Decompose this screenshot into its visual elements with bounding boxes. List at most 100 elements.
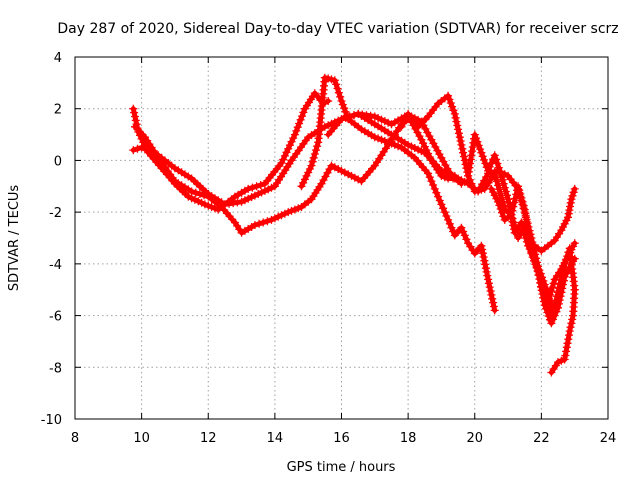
marker bbox=[374, 134, 383, 143]
marker bbox=[547, 287, 556, 295]
marker bbox=[234, 190, 243, 199]
data-point bbox=[437, 171, 446, 180]
marker bbox=[539, 281, 548, 290]
marker bbox=[488, 294, 497, 303]
marker bbox=[323, 168, 332, 177]
marker bbox=[285, 141, 294, 150]
x-tick-label: 24 bbox=[600, 431, 617, 446]
marker bbox=[296, 115, 305, 124]
marker bbox=[495, 201, 504, 210]
marker bbox=[509, 218, 518, 227]
marker bbox=[425, 153, 434, 161]
data-point bbox=[514, 182, 523, 191]
marker bbox=[345, 112, 354, 121]
marker bbox=[558, 268, 567, 276]
data-point bbox=[464, 171, 473, 180]
data-point bbox=[404, 140, 413, 149]
marker bbox=[340, 168, 349, 177]
marker bbox=[493, 159, 502, 168]
marker bbox=[465, 163, 474, 172]
marker bbox=[455, 133, 464, 142]
marker bbox=[131, 112, 139, 121]
marker bbox=[423, 128, 432, 137]
data-point bbox=[470, 130, 479, 139]
data-point bbox=[337, 97, 346, 105]
data-point bbox=[297, 182, 306, 191]
marker bbox=[562, 347, 571, 356]
data-point bbox=[527, 246, 536, 255]
marker bbox=[510, 222, 519, 231]
marker bbox=[427, 177, 436, 186]
marker bbox=[510, 198, 519, 207]
marker bbox=[445, 168, 454, 177]
marker bbox=[440, 208, 449, 217]
marker bbox=[417, 147, 426, 156]
marker bbox=[459, 148, 468, 157]
data-point bbox=[567, 195, 576, 204]
y-tick-label: -2 bbox=[49, 206, 62, 221]
marker bbox=[445, 219, 454, 228]
data-point bbox=[507, 210, 516, 219]
marker bbox=[553, 292, 562, 301]
marker bbox=[565, 331, 573, 340]
data-point bbox=[444, 91, 453, 100]
marker bbox=[494, 181, 503, 190]
data-point bbox=[317, 179, 326, 188]
data-point bbox=[554, 358, 562, 367]
data-point bbox=[560, 355, 569, 364]
marker bbox=[467, 179, 476, 188]
marker bbox=[518, 197, 527, 206]
marker bbox=[566, 202, 574, 211]
y-tick-label: 0 bbox=[54, 154, 62, 169]
marker bbox=[465, 175, 474, 184]
data-point bbox=[564, 213, 572, 222]
marker bbox=[478, 152, 487, 161]
marker bbox=[431, 143, 440, 151]
x-tick-label: 8 bbox=[71, 431, 79, 446]
y-tick-label: 4 bbox=[54, 51, 62, 66]
y-tick-label: -6 bbox=[49, 310, 62, 325]
marker bbox=[229, 199, 238, 208]
marker bbox=[435, 196, 444, 205]
marker bbox=[508, 214, 517, 223]
marker bbox=[287, 137, 296, 146]
x-tick-label: 20 bbox=[466, 431, 483, 446]
series-track-h bbox=[487, 184, 579, 325]
marker bbox=[521, 227, 530, 236]
label-layer: Day 287 of 2020, Sidereal Day-to-day VTE… bbox=[7, 21, 619, 475]
data-point bbox=[250, 221, 259, 230]
x-tick-label: 12 bbox=[200, 431, 217, 446]
marker bbox=[530, 254, 538, 263]
marker bbox=[300, 175, 309, 184]
data-point bbox=[490, 306, 499, 315]
data-point bbox=[137, 143, 146, 152]
marker bbox=[131, 116, 140, 125]
marker bbox=[366, 111, 375, 120]
data-point bbox=[444, 215, 453, 224]
marker bbox=[441, 161, 450, 170]
marker bbox=[293, 123, 302, 132]
data-point bbox=[494, 197, 503, 206]
marker bbox=[252, 182, 261, 191]
marker bbox=[429, 181, 438, 189]
marker bbox=[474, 141, 483, 150]
marker bbox=[469, 138, 478, 147]
marker bbox=[531, 257, 540, 266]
data-point bbox=[547, 316, 556, 325]
marker bbox=[468, 147, 477, 156]
marker bbox=[309, 153, 318, 162]
data-point bbox=[457, 223, 466, 232]
data-point bbox=[324, 97, 333, 105]
marker bbox=[305, 165, 314, 173]
data-point bbox=[330, 76, 339, 85]
marker bbox=[481, 260, 490, 269]
marker bbox=[482, 267, 491, 276]
data-point bbox=[490, 169, 499, 178]
marker bbox=[130, 108, 139, 117]
marker bbox=[564, 209, 573, 218]
marker bbox=[302, 171, 311, 180]
data-point bbox=[540, 285, 549, 294]
marker bbox=[299, 178, 308, 187]
marker bbox=[449, 106, 458, 115]
